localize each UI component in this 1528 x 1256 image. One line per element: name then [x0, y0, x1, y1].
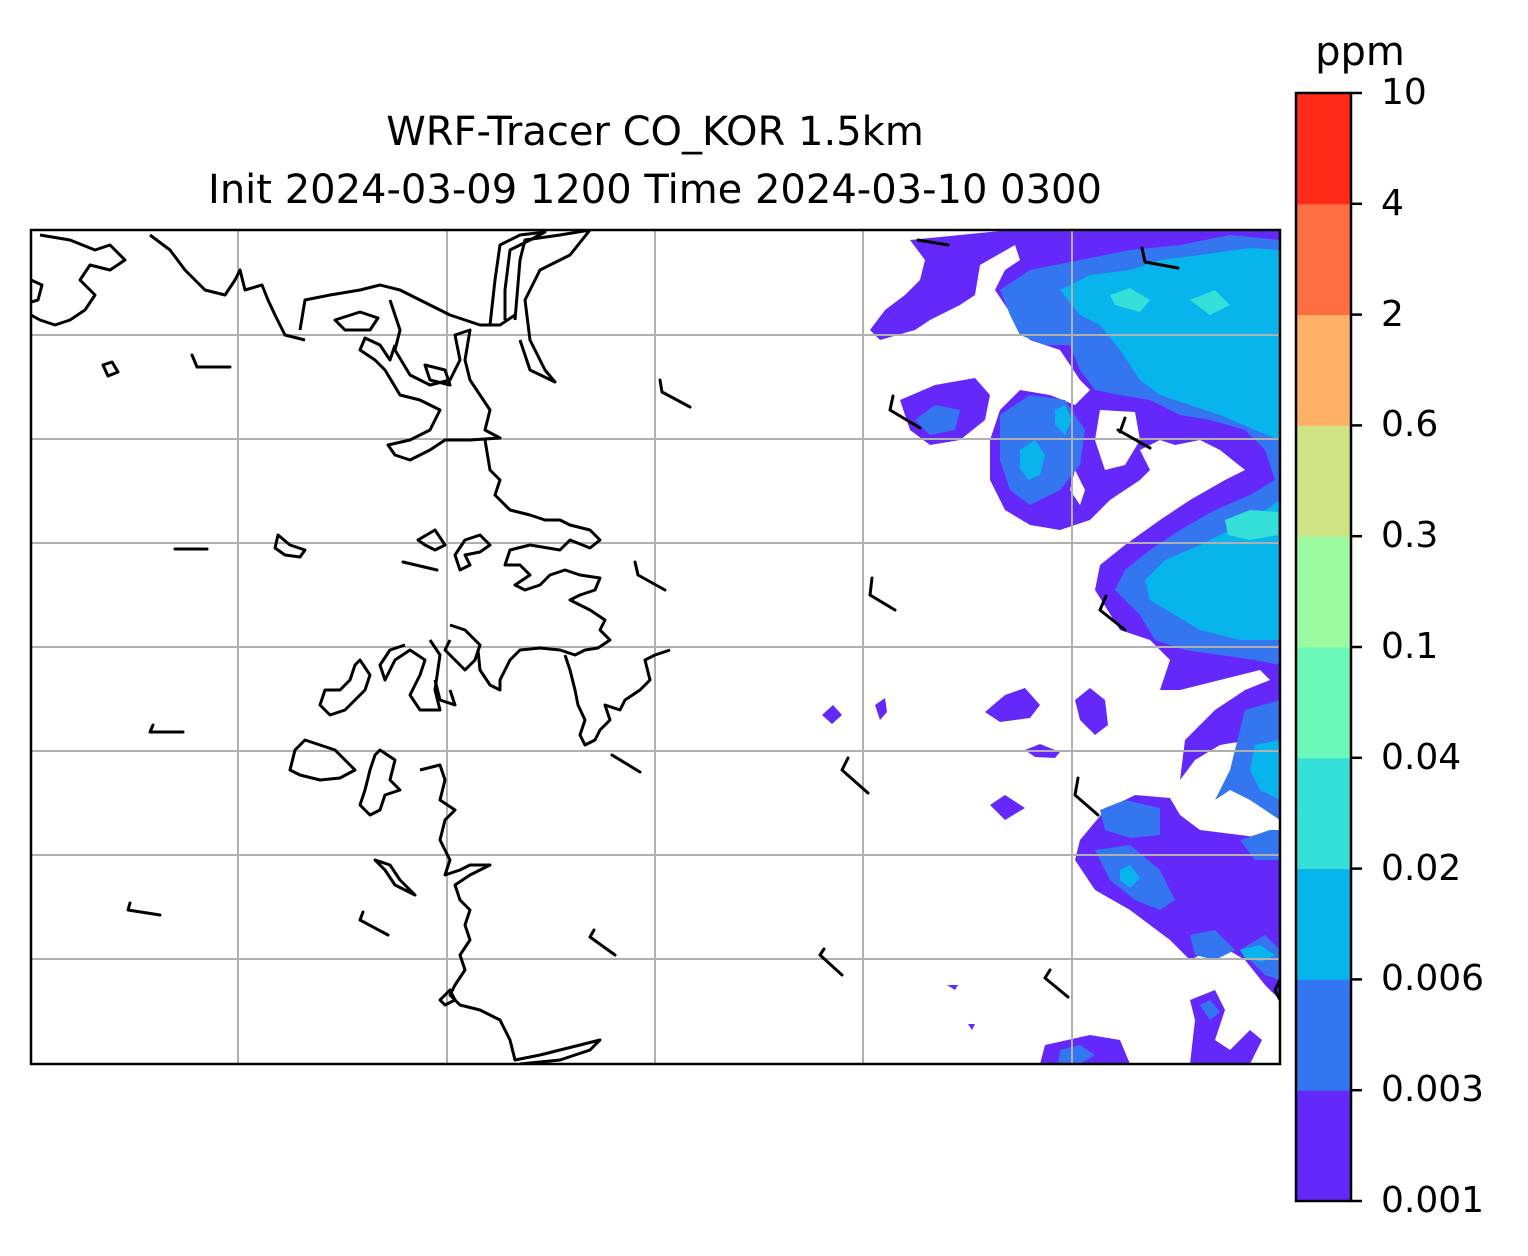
- colorbar-swatch-3: [1296, 757, 1351, 870]
- contour-level-2-e: [1120, 865, 1140, 888]
- map-frame: [29, 228, 1282, 1066]
- contour-level-0-island-7: [875, 698, 887, 720]
- colorbar-tick-label: 0.04: [1381, 736, 1462, 778]
- colorbar-swatch-9: [1296, 93, 1351, 205]
- contour-level-2-b: [1020, 440, 1045, 480]
- colorbar-tick-label: 4: [1381, 182, 1404, 224]
- colorbar-tick-label: 0.006: [1381, 958, 1485, 1000]
- contour-level-0-island-9: [968, 1024, 975, 1030]
- colorbar-swatch-0: [1296, 1090, 1351, 1202]
- colorbar-tick-label: 0.1: [1381, 626, 1439, 667]
- colorbar-swatch-1: [1296, 979, 1351, 1091]
- colorbar-swatch-2: [1296, 868, 1351, 980]
- contour-level-0-island-5: [990, 795, 1025, 820]
- colorbar-swatch-8: [1296, 203, 1351, 316]
- colorbar-tick-label: 0.3: [1381, 515, 1439, 557]
- coastline: [31, 230, 1280, 1064]
- colorbar: [1296, 93, 1351, 1202]
- wind-barbs: [126, 238, 1180, 999]
- contour-level-2-f: [1240, 945, 1275, 962]
- colorbar-tick-label: 0.02: [1381, 847, 1462, 889]
- colorbar-tick-label: 0.6: [1381, 404, 1439, 446]
- contour-level-2-c: [1055, 405, 1072, 435]
- colorbar-swatch-6: [1296, 425, 1351, 537]
- colorbar-tick-label: 2: [1381, 293, 1404, 335]
- contour-level-1-c: [915, 405, 960, 435]
- contour-level-1-j: [1058, 1045, 1095, 1064]
- colorbar-swatch-5: [1296, 536, 1351, 648]
- contour-level-1-i: [1200, 1000, 1220, 1020]
- contour-level-3-c: [1190, 290, 1230, 315]
- contour-level-3: [1225, 510, 1278, 540]
- contour-level-2-d: [1250, 740, 1280, 800]
- contour-level-0-island-2: [985, 688, 1040, 722]
- contour-level-3-b: [1110, 288, 1150, 312]
- map-gridlines: [31, 230, 1280, 1064]
- colorbar-swatch-7: [1296, 314, 1351, 426]
- map-title-line-2: Init 2024-03-09 1200 Time 2024-03-10 030…: [208, 167, 1102, 213]
- contour-level-1-h: [1190, 930, 1235, 960]
- colorbar-tick-label: 0.003: [1381, 1069, 1485, 1111]
- contour-level-1-g: [1240, 830, 1280, 860]
- colorbar-swatch-4: [1296, 647, 1351, 759]
- map-title-line-1: WRF-Tracer CO_KOR 1.5km: [386, 109, 924, 155]
- colorbar-tick-label: 0.001: [1381, 1180, 1485, 1221]
- colorbar-tick-marks: [1351, 91, 1362, 1203]
- contour-level-1-e: [1100, 800, 1160, 838]
- contour-level-0-island-8: [947, 985, 958, 990]
- contour-level-0-island-6: [822, 705, 842, 724]
- contour-level-0-island-3: [1075, 688, 1108, 735]
- colorbar-label: ppm: [1315, 29, 1405, 75]
- colorbar-tick-label: 10: [1381, 72, 1427, 113]
